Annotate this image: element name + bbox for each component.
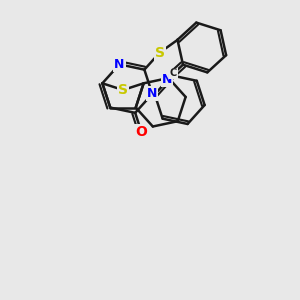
- Text: S: S: [118, 83, 128, 97]
- Text: N: N: [114, 58, 124, 71]
- Text: S: S: [155, 46, 165, 60]
- Text: C: C: [170, 68, 177, 78]
- Text: O: O: [136, 125, 147, 139]
- Text: N: N: [162, 73, 172, 86]
- Text: N: N: [147, 87, 158, 101]
